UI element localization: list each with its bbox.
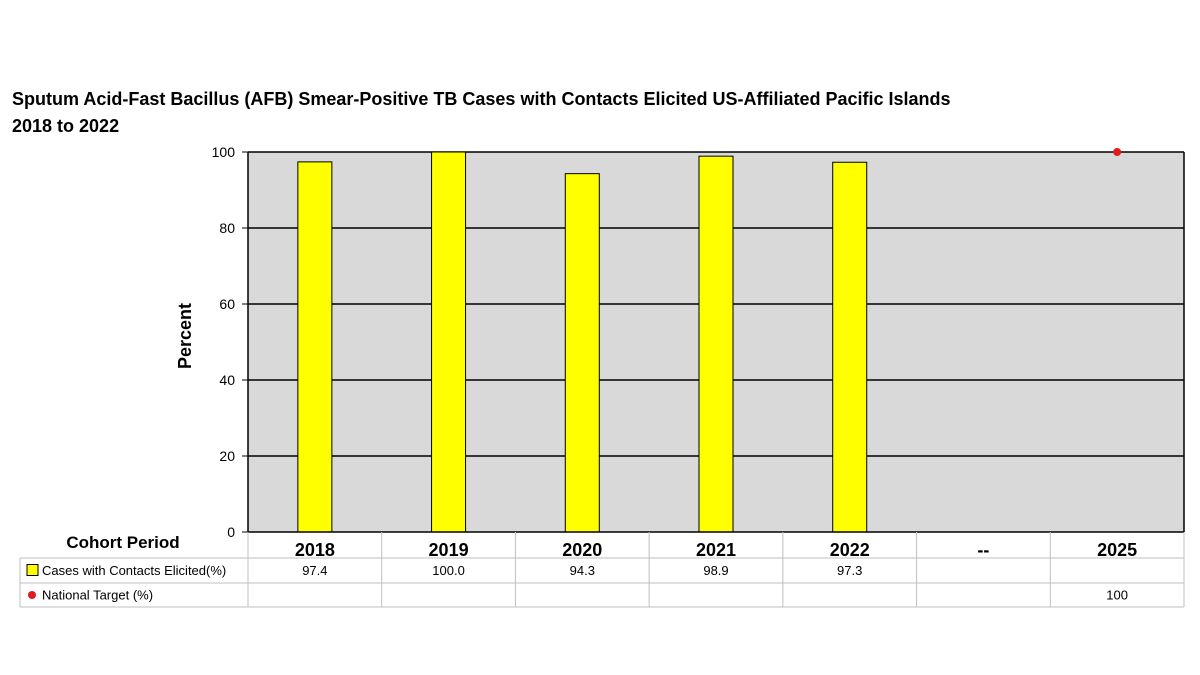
bar	[698, 155, 734, 533]
data-label: 100	[1106, 588, 1128, 603]
x-tick-label: --	[977, 540, 989, 560]
y-tick-label: 20	[219, 448, 235, 464]
y-tick-label: 0	[227, 524, 235, 540]
data-label: 98.9	[703, 563, 728, 578]
bar	[431, 151, 467, 533]
x-tick-label: 2020	[562, 540, 602, 560]
x-tick-label: 2018	[295, 540, 335, 560]
y-tick-label: 60	[219, 296, 235, 312]
y-axis-label: Percent	[175, 303, 195, 369]
x-tick-label: 2019	[429, 540, 469, 560]
data-label: 97.3	[837, 563, 862, 578]
bar	[297, 161, 333, 533]
chart-title: Sputum Acid-Fast Bacillus (AFB) Smear-Po…	[12, 86, 951, 140]
legend-label: Cases with Contacts Elicited(%)	[42, 563, 226, 578]
x-tick-label: 2025	[1097, 540, 1137, 560]
data-label: 94.3	[570, 563, 595, 578]
data-label: 100.0	[432, 563, 465, 578]
chart-title-line-2: 2018 to 2022	[12, 116, 120, 136]
legend-key-cases	[26, 564, 39, 576]
bar	[564, 173, 600, 533]
legend-key-target	[28, 591, 36, 599]
y-tick-label: 80	[219, 220, 235, 236]
legend-label: National Target (%)	[42, 588, 153, 603]
y-tick-label: 100	[212, 144, 236, 160]
data-label: 97.4	[302, 563, 327, 578]
y-tick-label: 40	[219, 372, 235, 388]
x-axis-label: Cohort Period	[66, 533, 179, 552]
x-tick-label: 2022	[830, 540, 870, 560]
target-marker	[1113, 148, 1122, 156]
bar	[832, 161, 868, 533]
chart-title-line-1: Sputum Acid-Fast Bacillus (AFB) Smear-Po…	[12, 89, 951, 109]
x-tick-label: 2021	[696, 540, 736, 560]
